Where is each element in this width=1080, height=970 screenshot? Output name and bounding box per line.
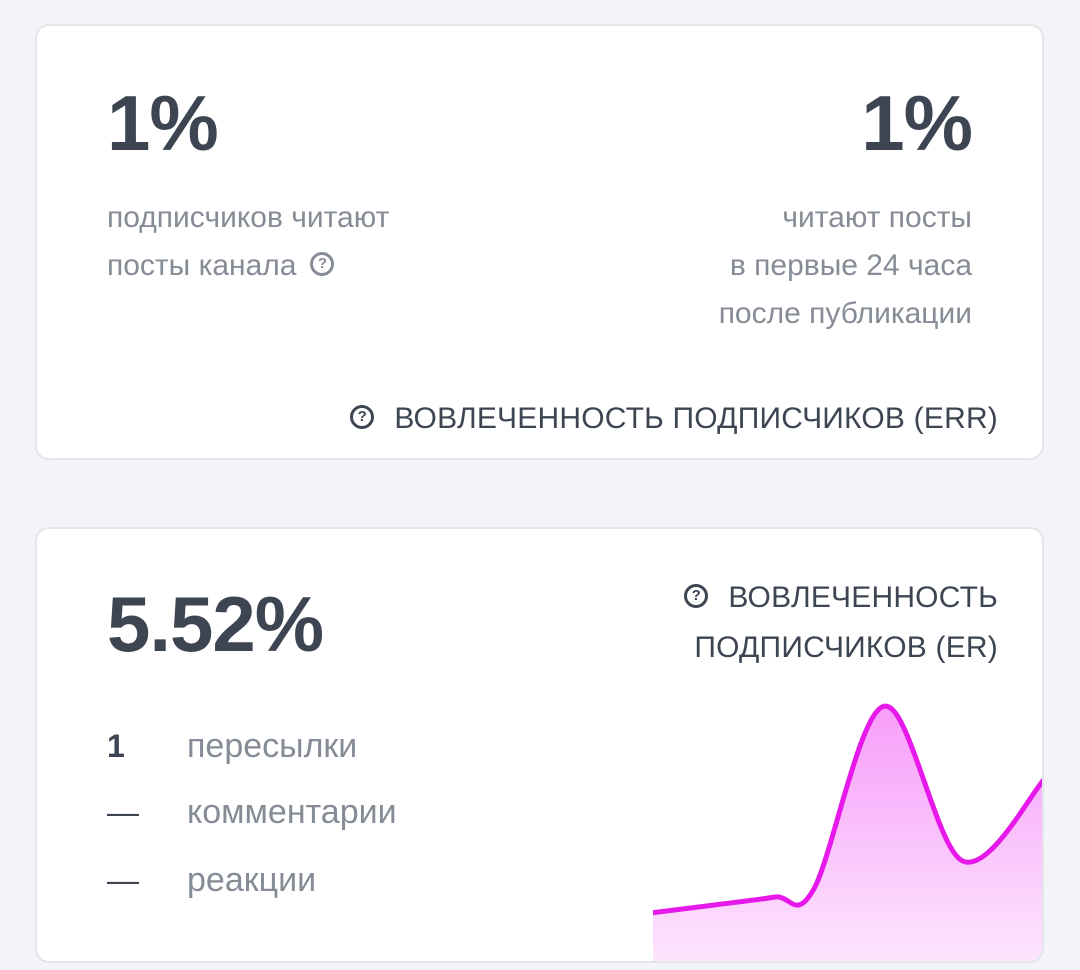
read-share-description-text: посты канала — [107, 249, 297, 282]
stat-row-comments: — комментарии — [107, 787, 397, 837]
read-24h-description-line-3: после публикации — [718, 297, 972, 330]
stat-row-forwards: 1 пересылки — [107, 721, 357, 771]
stat-row-reactions: — реакции — [107, 855, 316, 905]
reactions-value: — — [107, 862, 139, 898]
read-share-description: подписчиков читают посты канала? — [107, 194, 389, 290]
err-metric-label: ? ВОВЛЕЧЕННОСТЬ ПОДПИСЧИКОВ (ERR) — [350, 394, 998, 444]
sparkline-line — [653, 703, 1042, 916]
read-24h-value: 1% — [861, 79, 973, 167]
read-24h-description-line-2: в первые 24 часа — [729, 249, 972, 282]
read-share-description-line-1: подписчиков читают — [107, 201, 390, 234]
forwards-value: 1 — [107, 728, 125, 764]
er-card: 5.52% ? ВОВЛЕЧЕННОСТЬ ПОДПИСЧИКОВ (ER) 1 п… — [35, 527, 1044, 963]
er-metric-label-line-1: ? ВОВЛЕЧЕННОСТЬ — [684, 573, 998, 623]
er-metric-label-line-2: ПОДПИСЧИКОВ (ER) — [694, 631, 998, 664]
er-metric-label: ? ВОВЛЕЧЕННОСТЬ ПОДПИСЧИКОВ (ER) — [684, 573, 998, 673]
sparkline-area — [653, 706, 1042, 961]
question-circle-icon[interactable]: ? — [684, 584, 709, 609]
err-card: 1% подписчиков читают посты канала? 1% ч… — [35, 24, 1044, 460]
reactions-label: реакции — [187, 861, 317, 899]
er-sparkline-chart — [653, 703, 1042, 961]
er-metric-label-text-1: ВОВЛЕЧЕННОСТЬ — [728, 581, 998, 614]
comments-value: — — [107, 794, 139, 830]
read-share-value: 1% — [107, 79, 219, 167]
read-24h-description: читают посты в первые 24 часа после публ… — [719, 194, 972, 338]
comments-label: комментарии — [187, 793, 397, 831]
read-share-description-line-2: посты канала? — [107, 242, 389, 290]
read-24h-description-line-1: читают посты — [782, 201, 972, 234]
err-metric-label-text: ВОВЛЕЧЕННОСТЬ ПОДПИСЧИКОВ (ERR) — [394, 402, 998, 435]
forwards-label: пересылки — [187, 727, 358, 765]
er-value: 5.52% — [107, 580, 324, 668]
question-circle-icon[interactable]: ? — [310, 252, 335, 277]
question-circle-icon[interactable]: ? — [350, 405, 375, 430]
